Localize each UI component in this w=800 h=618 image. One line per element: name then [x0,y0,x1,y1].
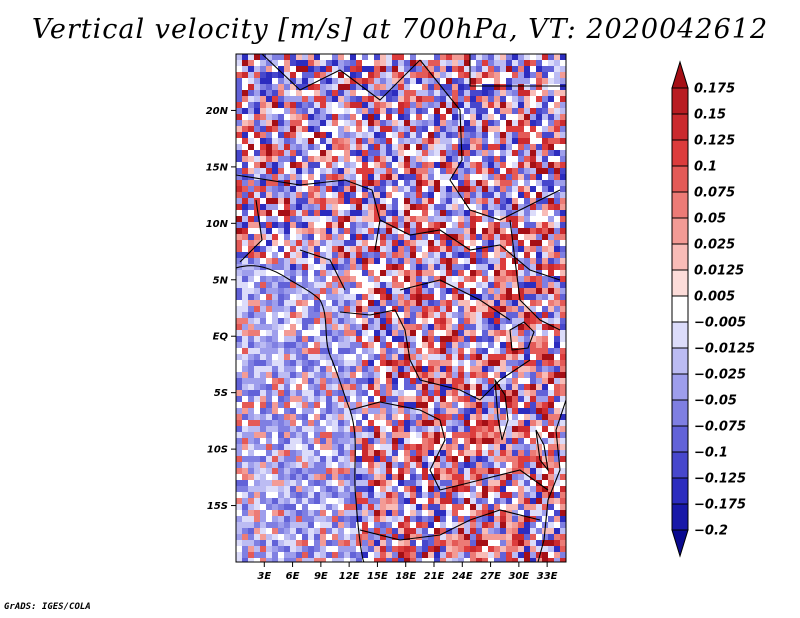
colorbar-segment [671,191,689,219]
lon-tick-label: 21E [424,571,445,582]
lake-tanganyika [494,377,509,441]
lon-tick-label: 6E [286,571,300,582]
colorbar-bottom-arrow [671,529,689,558]
colorbar-label: −0.05 [694,394,737,409]
border-13 [239,199,263,263]
country-borders [236,54,566,562]
colorbar-segment [671,477,689,505]
colorbar: 0.175 0.15 0.125 0.1 0.075 0.05 0.025 0.0125 0.0… [671,60,755,558]
colorbar-segment [671,295,689,323]
colorbar-label: −0.125 [694,472,746,487]
colorbar-label: 0.075 [694,186,735,201]
border-14 [509,219,561,331]
colorbar-label: −0.1 [694,446,728,461]
lon-tick-label: 18E [395,571,416,582]
lon-tick-label: 12E [339,571,360,582]
coastline-west-africa [236,265,365,562]
lat-tick-label: 15N [206,162,229,173]
colorbar-label: −0.025 [694,368,746,383]
colorbar-segment [671,321,689,349]
colorbar-segment [671,87,689,115]
colorbar-segment [671,503,689,531]
border-9 [399,279,511,321]
lon-tick-label: 9E [314,571,328,582]
colorbar-label: 0.05 [694,212,726,227]
colorbar-segment [671,139,689,167]
lon-tick-label: 30E [508,571,529,582]
border-6 [339,309,421,381]
colorbar-segment [671,425,689,453]
lon-tick-label: 3E [257,571,271,582]
lat-tick-label: 5S [214,388,228,399]
colorbar-label: 0.175 [694,82,735,97]
colorbar-segment [671,373,689,401]
lat-tick-label: EQ [213,332,229,343]
colorbar-segment [671,451,689,479]
map-title: Vertical velocity [m/s] at 700hPa, VT: 2… [31,14,769,45]
border-2 [261,54,421,101]
lon-tick-label: 33E [537,571,558,582]
map-axes: 20N 15N 10N 5N EQ 5S 10S 15S 3E 6E 9E 12E 15E 18E 21E 2… [206,106,558,582]
border-8 [359,509,541,541]
colorbar-label: 0.15 [694,108,726,123]
border-3 [419,59,561,221]
map-frame [235,53,567,563]
velocity-field [236,54,566,562]
colorbar-label: 0.0125 [694,264,744,279]
border-10 [419,359,531,401]
colorbar-segment [671,165,689,193]
colorbar-label: 0.025 [694,238,735,253]
colorbar-label: 0.125 [694,134,735,149]
border-4 [469,54,566,87]
colorbar-label: −0.075 [694,420,746,435]
colorbar-segment [671,399,689,427]
lon-tick-label: 27E [480,571,501,582]
colorbar-segment [671,243,689,271]
border-5 [379,219,561,281]
colorbar-segment [671,113,689,141]
border-1 [236,174,381,251]
colorbar-label: 0.005 [694,290,735,305]
border-11 [439,469,549,491]
colorbar-segment [671,269,689,297]
lat-tick-label: 5N [213,275,229,286]
lake-malawi [535,429,549,472]
colorbar-label: −0.2 [694,524,728,539]
lat-tick-label: 15S [207,501,228,512]
lon-tick-label: 24E [452,571,473,582]
colorbar-label: −0.175 [694,498,746,513]
colorbar-label: −0.0125 [694,342,755,357]
lat-tick-label: 10N [206,219,229,230]
lat-tick-label: 20N [206,106,229,117]
border-7 [349,401,446,491]
colorbar-top-arrow [671,60,689,89]
colorbar-segment [671,217,689,245]
lake-victoria [509,321,535,351]
grads-credit: GrADS: IGES/COLA [4,602,91,612]
lat-tick-label: 10S [207,445,228,456]
coastline-east-africa [537,399,566,562]
colorbar-segment [671,347,689,375]
colorbar-label: 0.1 [694,160,717,175]
lon-tick-label: 15E [367,571,388,582]
border-12 [299,249,346,291]
colorbar-label: −0.005 [694,316,746,331]
